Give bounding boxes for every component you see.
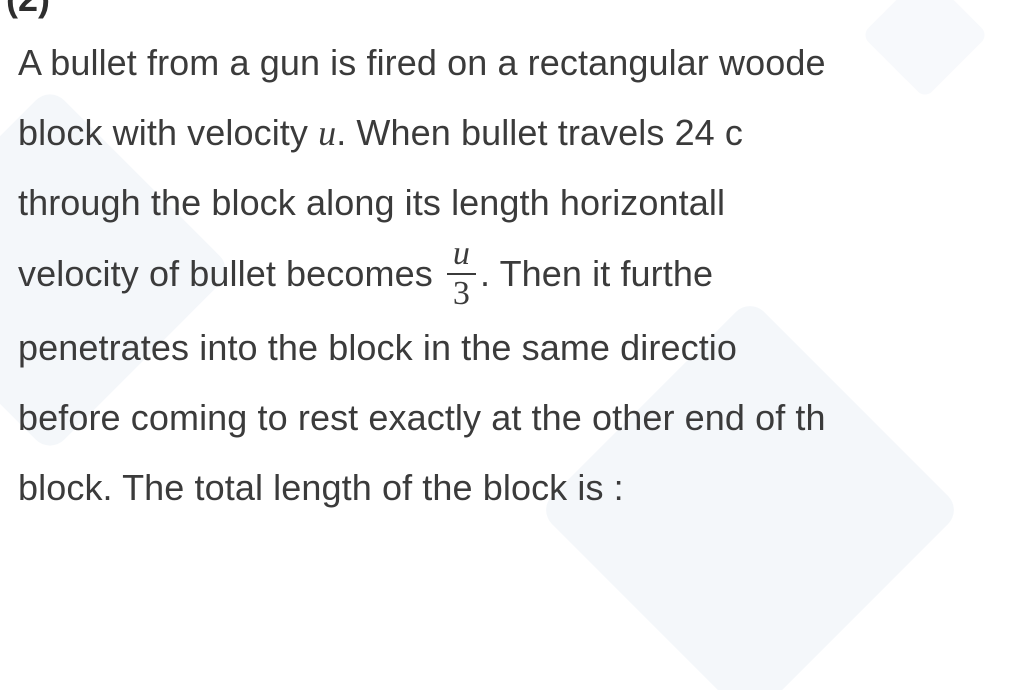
- text-line-2a: block with velocity: [18, 112, 318, 153]
- fraction-u-over-3: u3: [447, 237, 476, 311]
- text-line-2b: . When bullet travels 24 c: [336, 112, 743, 153]
- text-line-7: block. The total length of the block is …: [18, 467, 624, 508]
- text-line-4b: . Then it furthe: [480, 253, 713, 294]
- question-text: A bullet from a gun is fired on a rectan…: [18, 28, 1024, 524]
- page-container: (2) A bullet from a gun is fired on a re…: [0, 0, 1024, 690]
- fraction-denominator: 3: [447, 275, 476, 311]
- text-line-6: before coming to rest exactly at the oth…: [18, 397, 826, 438]
- fraction-numerator: u: [447, 237, 476, 275]
- variable-u: u: [318, 113, 336, 153]
- text-line-1: A bullet from a gun is fired on a rectan…: [18, 42, 826, 83]
- text-line-3: through the block along its length horiz…: [18, 182, 725, 223]
- question-number: (2): [6, 0, 50, 20]
- text-line-5: penetrates into the block in the same di…: [18, 327, 737, 368]
- text-line-4a: velocity of bullet becomes: [18, 253, 443, 294]
